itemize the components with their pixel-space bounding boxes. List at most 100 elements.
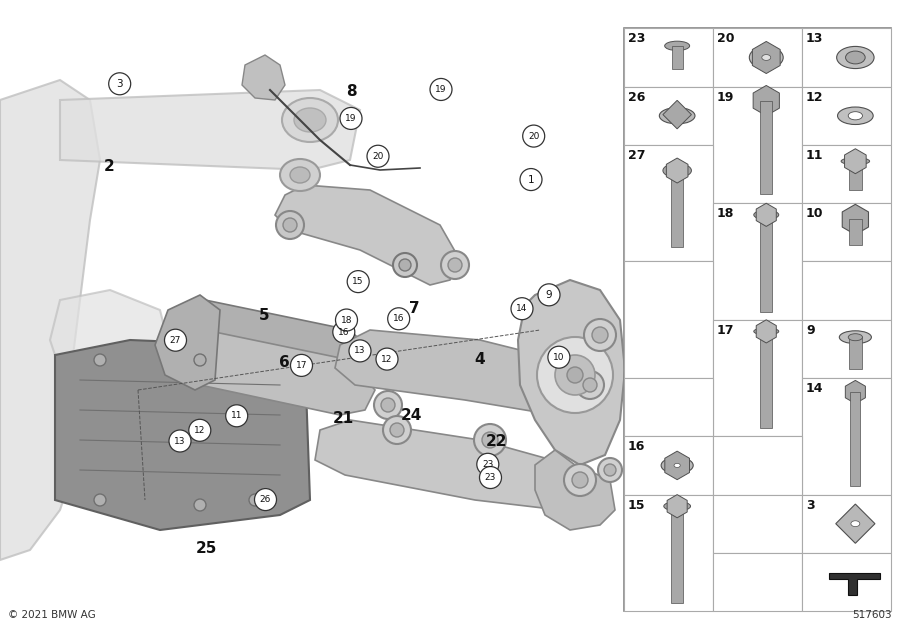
Bar — [670, 171, 683, 248]
Text: 14: 14 — [517, 304, 527, 313]
Bar — [849, 161, 861, 190]
Bar — [760, 101, 772, 194]
Polygon shape — [335, 330, 580, 415]
Text: © 2021 BMW AG: © 2021 BMW AG — [8, 610, 95, 620]
Ellipse shape — [294, 108, 326, 132]
Circle shape — [169, 430, 191, 452]
Bar — [624, 495, 713, 611]
Ellipse shape — [249, 494, 261, 506]
Bar — [624, 145, 713, 261]
Bar — [802, 495, 891, 553]
Bar — [802, 320, 891, 378]
Ellipse shape — [383, 416, 411, 444]
Ellipse shape — [474, 424, 506, 456]
Circle shape — [477, 454, 499, 475]
Circle shape — [511, 298, 533, 319]
Circle shape — [189, 420, 211, 441]
Ellipse shape — [399, 259, 411, 271]
Polygon shape — [535, 450, 615, 530]
Text: 15: 15 — [627, 498, 645, 512]
Ellipse shape — [283, 218, 297, 232]
Polygon shape — [60, 90, 360, 170]
Ellipse shape — [381, 398, 395, 412]
Bar — [713, 553, 802, 611]
Text: 23: 23 — [627, 32, 645, 45]
Ellipse shape — [390, 423, 404, 437]
Text: 2: 2 — [104, 159, 114, 175]
Text: 7: 7 — [410, 301, 420, 316]
Text: 27: 27 — [170, 336, 181, 345]
Polygon shape — [242, 55, 285, 100]
Ellipse shape — [848, 334, 862, 341]
Ellipse shape — [276, 211, 304, 239]
Circle shape — [255, 489, 276, 510]
Ellipse shape — [94, 494, 106, 506]
Text: 17: 17 — [716, 324, 734, 336]
Polygon shape — [0, 80, 100, 560]
Text: 26: 26 — [627, 91, 645, 103]
Text: 18: 18 — [716, 207, 734, 220]
Text: 3: 3 — [806, 498, 814, 512]
Ellipse shape — [194, 354, 206, 366]
Circle shape — [226, 405, 248, 427]
Ellipse shape — [604, 464, 616, 476]
Bar — [713, 203, 802, 320]
Ellipse shape — [842, 158, 869, 164]
Text: 13: 13 — [175, 437, 185, 445]
Ellipse shape — [564, 464, 596, 496]
Text: 20: 20 — [373, 152, 383, 161]
Text: 19: 19 — [716, 91, 734, 103]
Text: 24: 24 — [400, 408, 422, 423]
Bar — [760, 215, 772, 312]
Text: 1: 1 — [527, 175, 535, 185]
Ellipse shape — [280, 159, 320, 191]
Ellipse shape — [754, 210, 778, 219]
Bar — [713, 86, 802, 203]
Circle shape — [165, 329, 186, 351]
Text: 6: 6 — [279, 355, 290, 370]
Bar — [849, 337, 861, 369]
Text: 11: 11 — [806, 149, 824, 162]
Bar — [624, 28, 891, 611]
Bar — [849, 219, 861, 245]
Bar — [850, 392, 860, 486]
Polygon shape — [518, 280, 625, 465]
Text: 9: 9 — [806, 324, 814, 336]
Circle shape — [538, 284, 560, 306]
Ellipse shape — [194, 499, 206, 511]
Ellipse shape — [482, 432, 498, 448]
Ellipse shape — [674, 464, 680, 467]
Bar — [624, 28, 713, 86]
Ellipse shape — [448, 258, 462, 272]
Polygon shape — [829, 573, 880, 595]
Text: 22: 22 — [486, 433, 508, 449]
Bar — [802, 203, 891, 261]
Ellipse shape — [572, 472, 588, 488]
Text: 23: 23 — [485, 473, 496, 482]
Bar — [802, 86, 891, 145]
Polygon shape — [155, 295, 220, 390]
Ellipse shape — [840, 331, 871, 343]
Ellipse shape — [584, 319, 616, 351]
Text: 25: 25 — [196, 541, 218, 556]
Bar — [713, 320, 802, 437]
Text: 23: 23 — [482, 460, 493, 469]
Text: 15: 15 — [353, 277, 364, 286]
Bar — [671, 46, 682, 69]
Text: 10: 10 — [806, 207, 824, 220]
Bar — [802, 28, 891, 86]
Circle shape — [520, 169, 542, 190]
Bar — [802, 378, 891, 495]
Text: 27: 27 — [627, 149, 645, 162]
Text: 20: 20 — [528, 132, 539, 140]
Ellipse shape — [846, 51, 865, 64]
Text: 12: 12 — [194, 426, 205, 435]
Ellipse shape — [576, 371, 604, 399]
Text: 19: 19 — [346, 114, 356, 123]
Circle shape — [333, 321, 355, 343]
Ellipse shape — [393, 253, 417, 277]
Ellipse shape — [598, 458, 622, 482]
Polygon shape — [178, 330, 375, 415]
Polygon shape — [50, 290, 170, 390]
Ellipse shape — [567, 367, 583, 383]
